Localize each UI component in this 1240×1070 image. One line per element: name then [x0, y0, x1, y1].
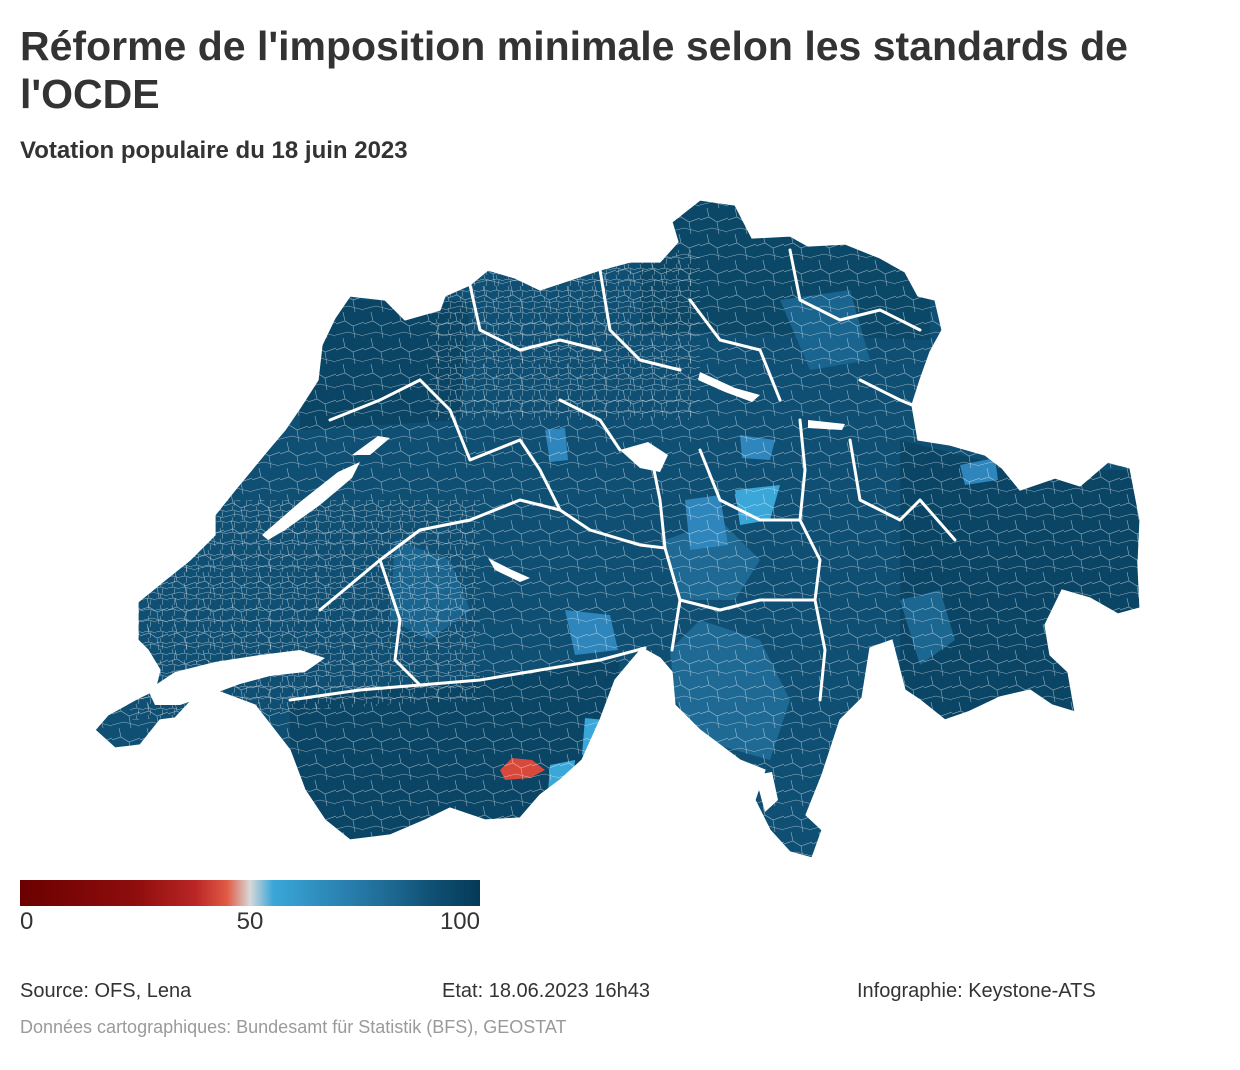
color-legend: 0 50 100: [20, 880, 480, 935]
lake-walen: [808, 420, 845, 430]
source-note: Source: OFS, Lena: [20, 980, 192, 1002]
lake-lucerne: [620, 442, 668, 472]
chart-title: Réforme de l'imposition minimale selon l…: [20, 23, 1128, 117]
lake-biel: [352, 436, 390, 455]
lake-thun: [488, 558, 530, 582]
switzerland-map: [94, 199, 1141, 859]
legend-gradient-bar: [20, 880, 480, 906]
legend-tick-max: 100: [439, 908, 480, 935]
lake-geneva: [148, 650, 325, 705]
infographic-credit: Infographie: Keystone-ATS: [857, 980, 1096, 1002]
map-data-credit: Données cartographiques: Bundesamt für S…: [20, 1017, 567, 1037]
canton-borders: [288, 248, 957, 702]
chart-subtitle: Votation populaire du 18 juin 2023: [20, 137, 408, 164]
status-timestamp: Etat: 18.06.2023 16h43: [442, 980, 650, 1002]
lake-neuchatel: [262, 462, 360, 540]
legend-tick-mid: 50: [236, 908, 264, 935]
lake-zurich: [698, 372, 760, 402]
legend-tick-min: 0: [20, 908, 34, 935]
